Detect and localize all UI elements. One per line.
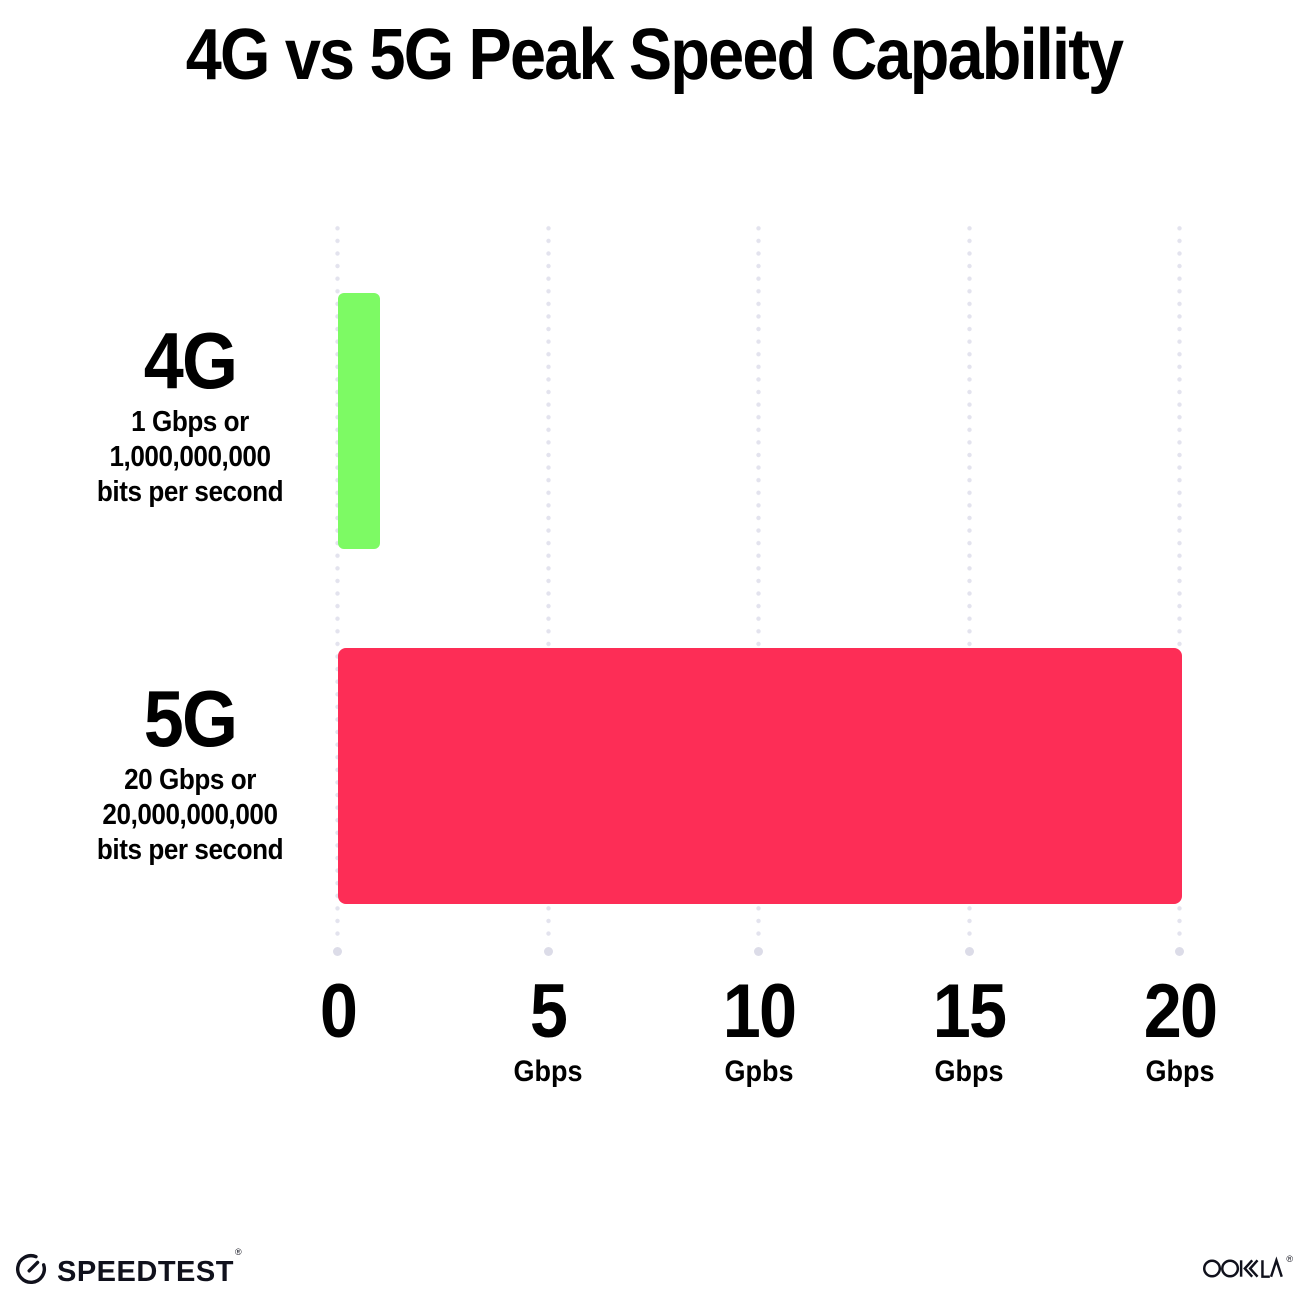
x-tick-15: 15 Gbps: [870, 974, 1068, 1088]
speedtest-gauge-icon: [14, 1252, 50, 1293]
ookla-wordmark-icon: [1203, 1256, 1285, 1286]
x-tick-5: 5 Gbps: [449, 974, 647, 1088]
x-tick-10-unit: Gpbs: [723, 1055, 793, 1088]
row-label-4g-title: 4G: [143, 316, 238, 405]
speedtest-trademark: ®: [234, 1247, 243, 1257]
x-tick-15-unit: Gbps: [934, 1055, 1004, 1088]
x-tick-5-number: 5: [529, 969, 568, 1054]
speedtest-wordmark: SPEEDTEST®: [57, 1247, 243, 1288]
x-tick-10: 10 Gpbs: [660, 974, 858, 1088]
x-tick-5-unit: Gbps: [513, 1055, 583, 1088]
x-tick-20: 20 Gbps: [1081, 974, 1279, 1088]
x-tick-0-number: 0: [319, 969, 357, 1054]
bar-5g: [338, 648, 1182, 904]
speedtest-logo: SPEEDTEST®: [14, 1247, 243, 1293]
x-tick-10-number: 10: [722, 969, 796, 1054]
row-label-5g-title: 5G: [143, 674, 238, 763]
bar-4g: [338, 293, 380, 549]
row-label-5g-line1: 20 Gbps or: [124, 764, 256, 796]
x-tick-20-number: 20: [1143, 969, 1217, 1054]
gridline-5: [543, 222, 553, 956]
ookla-trademark: ®: [1286, 1254, 1293, 1264]
row-label-5g: 5G 20 Gbps or 20,000,000,000 bits per se…: [55, 679, 325, 868]
x-tick-20-unit: Gbps: [1144, 1055, 1214, 1088]
row-label-5g-line3: bits per second: [96, 834, 284, 866]
row-label-4g-description: 1 Gbps or 1,000,000,000 bits per second: [55, 405, 325, 510]
row-label-5g-line2: 20,000,000,000: [102, 799, 278, 831]
row-label-4g-line2: 1,000,000,000: [109, 441, 271, 473]
x-tick-15-number: 15: [932, 969, 1007, 1054]
chart-title: 4G vs 5G Peak Speed Capability: [185, 15, 1124, 95]
row-label-4g-line1: 1 Gbps or: [131, 406, 249, 438]
gridline-15: [964, 222, 974, 956]
gridline-0: [333, 222, 342, 956]
row-label-5g-description: 20 Gbps or 20,000,000,000 bits per secon…: [55, 763, 325, 868]
x-tick-0: 0: [239, 974, 437, 1056]
gridline-10: [754, 222, 763, 956]
gridline-20: [1175, 222, 1184, 956]
row-label-4g: 4G 1 Gbps or 1,000,000,000 bits per seco…: [55, 321, 325, 510]
row-label-4g-line3: bits per second: [96, 476, 284, 508]
ookla-logo: ®: [1203, 1254, 1293, 1286]
